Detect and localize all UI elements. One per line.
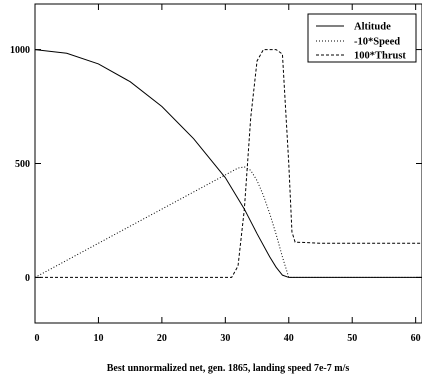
x-tick-label: 0 <box>35 333 40 344</box>
x-tick-label: 40 <box>284 333 294 344</box>
legend: Altitude -10*Speed 100*Thrust <box>307 13 417 63</box>
y-tick-label: 0 <box>25 273 30 284</box>
legend-label-speed: -10*Speed <box>354 37 400 48</box>
series-line-altitude <box>34 49 422 278</box>
legend-box <box>307 13 417 63</box>
series-layer <box>34 49 422 278</box>
tick-labels: 0 10 20 30 40 50 60 0 500 1000 <box>10 45 421 344</box>
x-tick-label: 30 <box>220 333 230 344</box>
x-tick-label: 20 <box>157 333 167 344</box>
series-line-100-thrust <box>35 49 422 278</box>
y-tick-label: 500 <box>15 159 30 170</box>
x-tick-label: 10 <box>93 333 103 344</box>
x-tick-label: 50 <box>347 333 357 344</box>
series-line-10-speed <box>34 166 422 278</box>
x-axis-label: Best unnormalized net, gen. 1865, landin… <box>107 363 350 374</box>
legend-label-thrust: 100*Thrust <box>354 51 406 62</box>
y-tick-label: 1000 <box>10 45 30 56</box>
legend-label-altitude: Altitude <box>354 22 391 33</box>
x-tick-label: 60 <box>411 333 421 344</box>
